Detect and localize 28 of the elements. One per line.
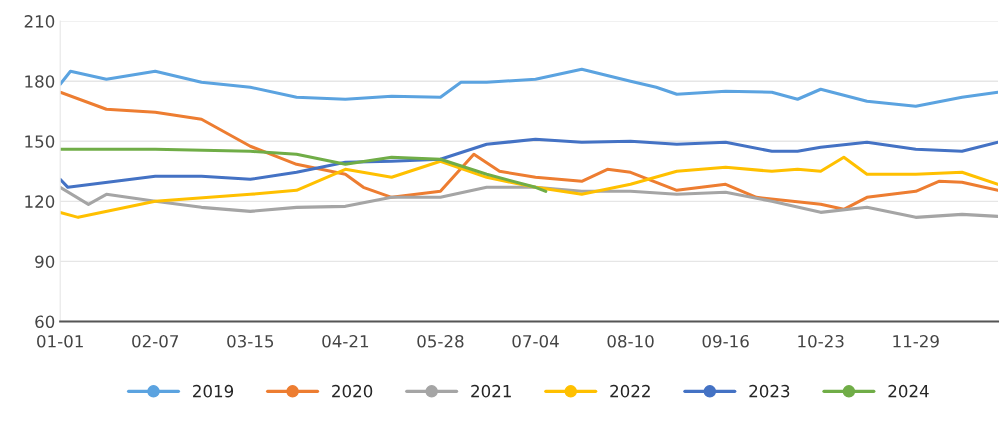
- x-tick-label: 10-23: [798, 334, 844, 348]
- legend-label: 2019: [193, 384, 234, 398]
- legend-label: 2023: [749, 384, 790, 398]
- x-tick-label: 03-15: [227, 334, 274, 348]
- x-tick-label: 11-29: [893, 334, 939, 348]
- line-series: [60, 137, 998, 189]
- x-tick-label: 08-10: [607, 334, 654, 348]
- x-tick-label: 02-07: [132, 334, 179, 348]
- legend-label: 2020: [332, 384, 373, 398]
- line-series: [60, 90, 998, 211]
- legend-label: 2024: [888, 384, 929, 398]
- y-tick-label: 120: [25, 195, 55, 208]
- y-tick-label: 210: [24, 15, 55, 28]
- legend-label: 2022: [610, 384, 650, 398]
- y-tick-label: 90: [35, 255, 55, 268]
- x-tick-label: 05-28: [417, 334, 464, 348]
- y-tick-label: 180: [25, 75, 55, 88]
- y-tick-label: 150: [25, 135, 55, 148]
- x-tick-label: 01-01: [37, 334, 83, 348]
- line-series: [60, 155, 998, 219]
- line-series: [60, 67, 998, 108]
- y-tick-label: 60: [35, 315, 55, 329]
- line-series: [60, 147, 548, 193]
- x-tick-label: 07-04: [512, 334, 559, 348]
- x-tick-label: 04-21: [322, 334, 369, 348]
- legend-label: 2021: [471, 384, 511, 398]
- x-tick-label: 09-16: [702, 334, 749, 348]
- line-series: [60, 185, 998, 219]
